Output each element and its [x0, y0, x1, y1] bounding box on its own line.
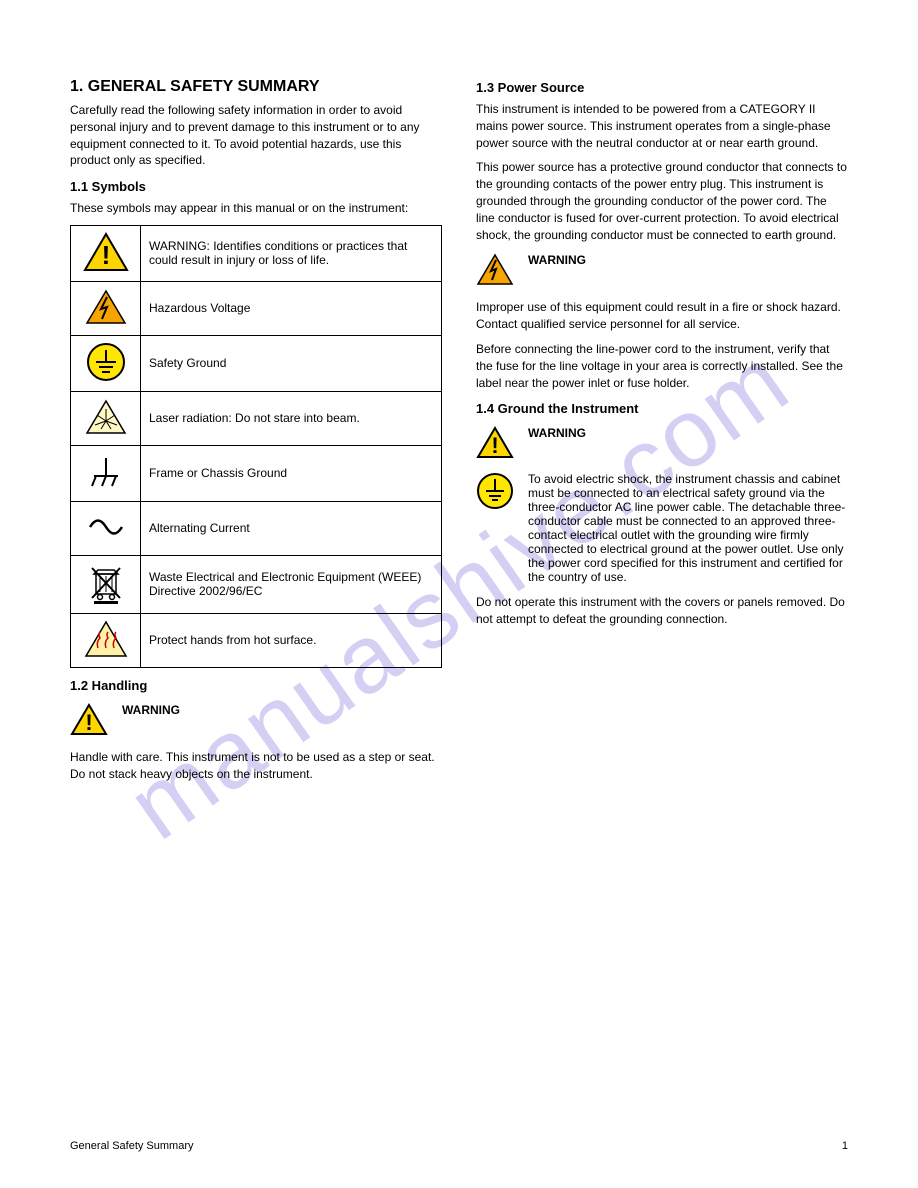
frame-ground-icon: [71, 445, 141, 501]
ground-paragraph: Do not operate this instrument with the …: [476, 594, 848, 628]
warning-block: ! WARNING: [476, 426, 848, 462]
warning-block: WARNING: [476, 253, 848, 289]
power-paragraph: This power source has a protective groun…: [476, 159, 848, 243]
warning-icon: !: [476, 426, 514, 462]
symbol-description: Alternating Current: [141, 501, 442, 555]
symbol-description: Safety Ground: [141, 335, 442, 391]
symbol-description: WARNING: Identifies conditions or practi…: [141, 225, 442, 281]
table-row: Laser radiation: Do not stare into beam.: [71, 391, 442, 445]
table-row: Safety Ground: [71, 335, 442, 391]
table-row: ! WARNING: Identifies conditions or prac…: [71, 225, 442, 281]
symbol-description: Laser radiation: Do not stare into beam.: [141, 391, 442, 445]
symbol-description: Waste Electrical and Electronic Equipmen…: [141, 555, 442, 613]
warning-text: WARNING: [528, 426, 848, 440]
symbol-description: Hazardous Voltage: [141, 281, 442, 335]
subsection-heading: 1.4 Ground the Instrument: [476, 401, 848, 416]
warning-block: ! WARNING: [70, 703, 442, 739]
warning-text: WARNING: [528, 253, 848, 267]
svg-text:!: !: [85, 710, 92, 735]
symbol-description: Protect hands from hot surface.: [141, 613, 442, 667]
laser-radiation-icon: [71, 391, 141, 445]
warning-text: WARNING: [122, 703, 442, 717]
table-row: Waste Electrical and Electronic Equipmen…: [71, 555, 442, 613]
ac-icon: [71, 501, 141, 555]
subsection-heading: 1.3 Power Source: [476, 80, 848, 95]
two-column-layout: 1. GENERAL SAFETY SUMMARY Carefully read…: [70, 70, 848, 791]
hazardous-voltage-icon: [71, 281, 141, 335]
ground-icon-block: To avoid electric shock, the instrument …: [476, 472, 848, 584]
symbols-intro: These symbols may appear in this manual …: [70, 200, 442, 217]
table-row: Alternating Current: [71, 501, 442, 555]
subsection-heading: 1.1 Symbols: [70, 179, 442, 194]
right-column: 1.3 Power Source This instrument is inte…: [476, 70, 848, 791]
handling-text: Handle with care. This instrument is not…: [70, 749, 442, 783]
table-row: Frame or Chassis Ground: [71, 445, 442, 501]
hot-surface-icon: [71, 613, 141, 667]
safety-ground-icon: [71, 335, 141, 391]
hazardous-voltage-icon: [476, 253, 514, 289]
safety-ground-icon: [476, 472, 514, 513]
power-warning-text: Improper use of this equipment could res…: [476, 299, 848, 333]
footer-page-number: 1: [842, 1140, 848, 1152]
ground-text: To avoid electric shock, the instrument …: [528, 472, 848, 584]
intro-paragraph: Carefully read the following safety info…: [70, 102, 442, 169]
warning-label: WARNING: [528, 253, 586, 267]
symbols-table: ! WARNING: Identifies conditions or prac…: [70, 225, 442, 668]
weee-icon: [71, 555, 141, 613]
page-content: 1. GENERAL SAFETY SUMMARY Carefully read…: [0, 0, 918, 831]
warning-icon: !: [70, 703, 108, 739]
table-row: Hazardous Voltage: [71, 281, 442, 335]
table-row: Protect hands from hot surface.: [71, 613, 442, 667]
power-paragraph: Before connecting the line-power cord to…: [476, 341, 848, 391]
section-heading: 1. GENERAL SAFETY SUMMARY: [70, 78, 442, 96]
power-paragraph: This instrument is intended to be powere…: [476, 101, 848, 151]
page-footer: General Safety Summary 1: [70, 1140, 848, 1152]
warning-icon: !: [71, 225, 141, 281]
svg-text:!: !: [101, 240, 110, 270]
svg-text:!: !: [491, 433, 498, 458]
subsection-heading: 1.2 Handling: [70, 678, 442, 693]
warning-label: WARNING: [528, 426, 586, 440]
symbol-description: Frame or Chassis Ground: [141, 445, 442, 501]
footer-section-title: General Safety Summary: [70, 1140, 194, 1152]
left-column: 1. GENERAL SAFETY SUMMARY Carefully read…: [70, 70, 442, 791]
warning-label: WARNING: [122, 703, 180, 717]
